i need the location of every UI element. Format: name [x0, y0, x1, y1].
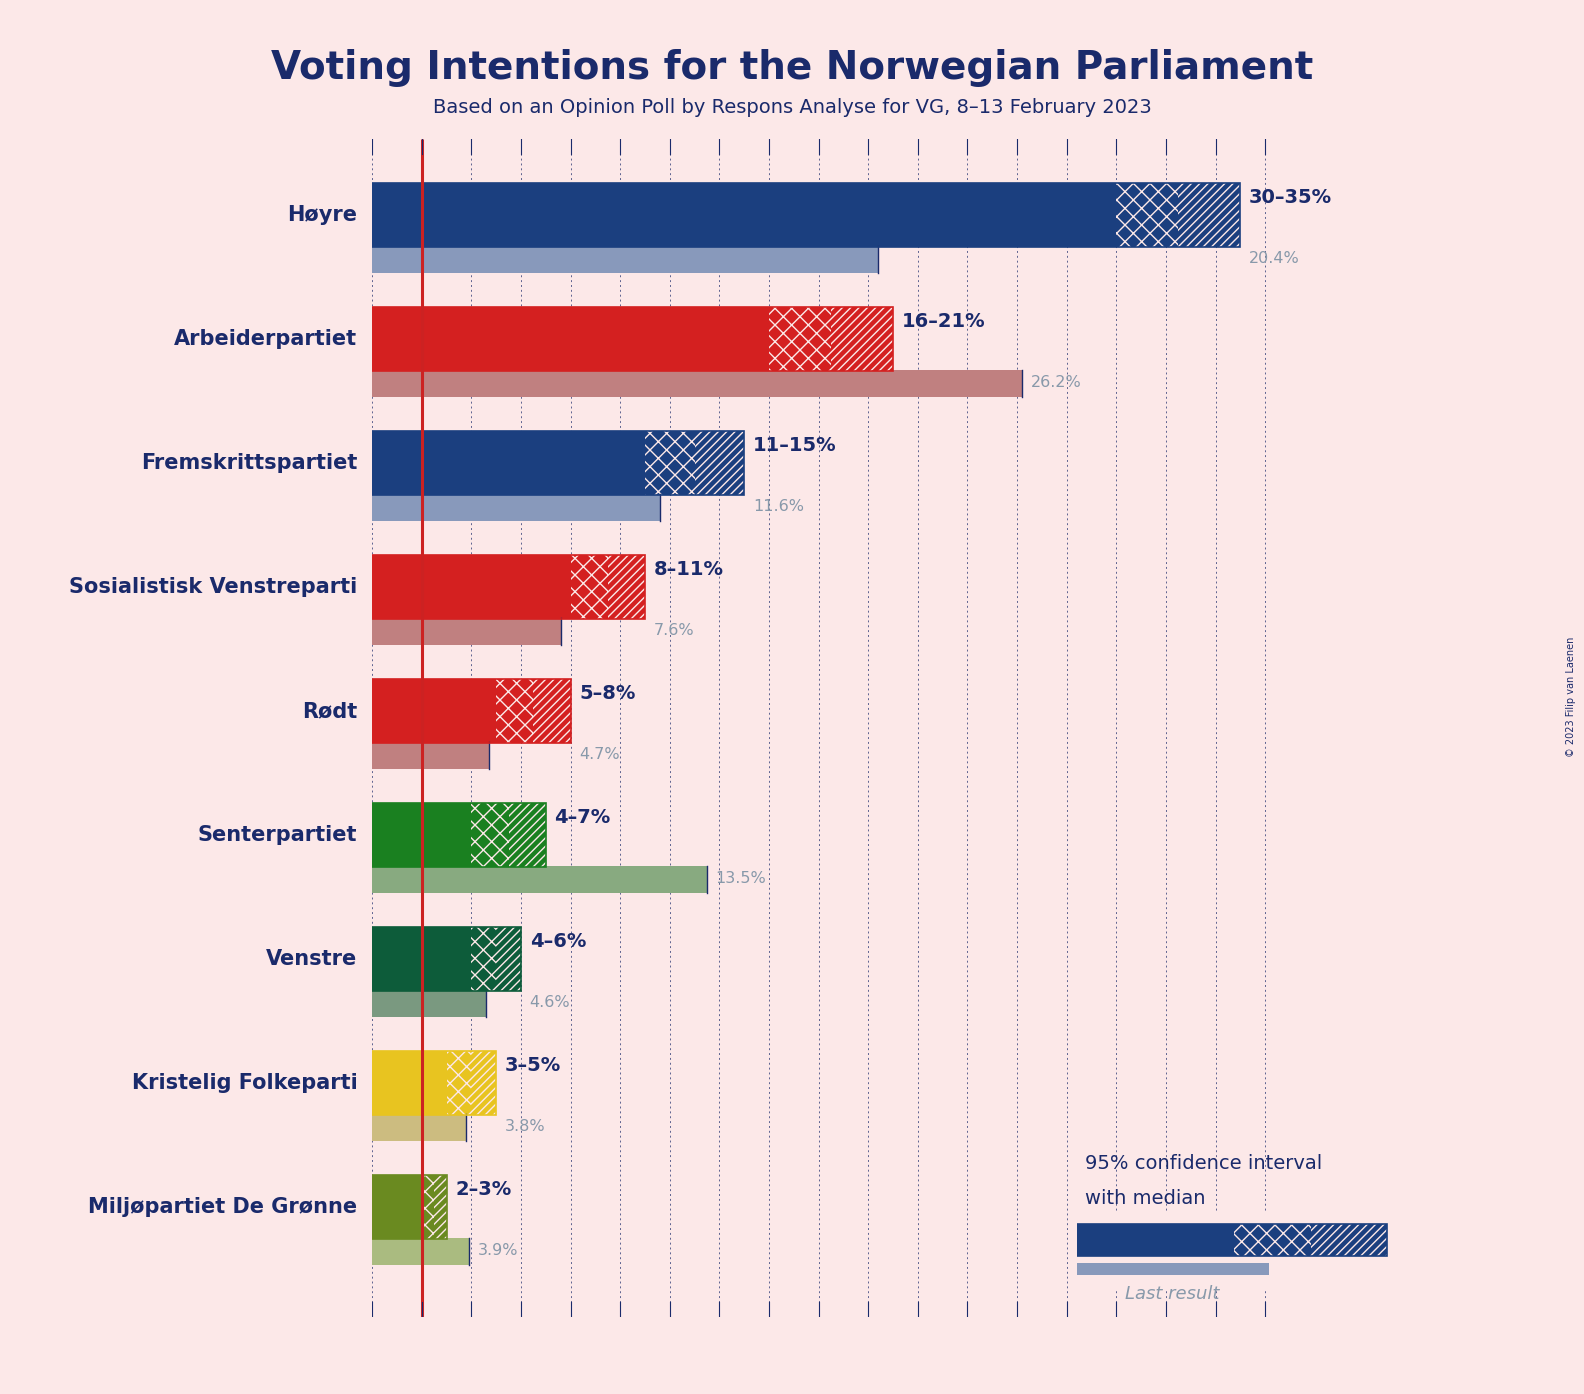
Bar: [1310, 1224, 1388, 1256]
Bar: [472, 927, 496, 991]
Bar: [1077, 1263, 1269, 1276]
Bar: [372, 307, 770, 371]
Text: Voting Intentions for the Norwegian Parliament: Voting Intentions for the Norwegian Parl…: [271, 49, 1313, 86]
Text: Kristelig Folkeparti: Kristelig Folkeparti: [131, 1073, 358, 1093]
Text: 30–35%: 30–35%: [1250, 188, 1332, 208]
Bar: [372, 1238, 469, 1266]
Bar: [372, 493, 661, 521]
Bar: [695, 431, 744, 495]
Text: 16–21%: 16–21%: [901, 312, 985, 332]
Bar: [372, 679, 496, 743]
Text: 7.6%: 7.6%: [654, 623, 694, 638]
Bar: [372, 431, 645, 495]
Text: 26.2%: 26.2%: [1031, 375, 1082, 390]
Bar: [496, 679, 534, 743]
Bar: [770, 307, 832, 371]
Bar: [421, 1175, 434, 1239]
Text: 4.6%: 4.6%: [529, 995, 570, 1009]
Text: 8–11%: 8–11%: [654, 560, 724, 579]
Bar: [472, 1051, 496, 1115]
Bar: [372, 369, 1022, 397]
Bar: [645, 431, 695, 495]
Bar: [372, 803, 472, 867]
Text: 5–8%: 5–8%: [580, 684, 635, 703]
Bar: [508, 803, 546, 867]
Text: 20.4%: 20.4%: [1250, 251, 1300, 266]
Text: © 2023 Filip van Laenen: © 2023 Filip van Laenen: [1567, 637, 1576, 757]
Text: 11–15%: 11–15%: [752, 436, 836, 456]
Bar: [372, 866, 706, 894]
Bar: [570, 555, 608, 619]
Text: Fremskrittspartiet: Fremskrittspartiet: [141, 453, 358, 473]
Bar: [372, 183, 1117, 247]
Text: Sosialistisk Venstreparti: Sosialistisk Venstreparti: [70, 577, 358, 597]
Bar: [372, 1175, 421, 1239]
Bar: [496, 927, 521, 991]
Bar: [1077, 1224, 1234, 1256]
Bar: [534, 679, 570, 743]
Bar: [1178, 183, 1240, 247]
Text: Miljøpartiet De Grønne: Miljøpartiet De Grønne: [89, 1197, 358, 1217]
Text: Rødt: Rødt: [303, 701, 358, 721]
Bar: [372, 618, 561, 645]
Text: 95% confidence interval: 95% confidence interval: [1085, 1154, 1323, 1174]
Bar: [372, 742, 489, 769]
Bar: [472, 803, 508, 867]
Text: Venstre: Venstre: [266, 949, 358, 969]
Text: Senterpartiet: Senterpartiet: [198, 825, 358, 845]
Text: 3.9%: 3.9%: [478, 1243, 518, 1257]
Bar: [372, 1114, 466, 1142]
Text: 3–5%: 3–5%: [505, 1057, 561, 1075]
Text: with median: with median: [1085, 1189, 1205, 1209]
Bar: [434, 1175, 447, 1239]
Text: 4.7%: 4.7%: [580, 747, 619, 763]
Bar: [447, 1051, 472, 1115]
Text: Last result: Last result: [1125, 1285, 1220, 1302]
Text: 3.8%: 3.8%: [505, 1119, 545, 1133]
Bar: [608, 555, 645, 619]
Text: 4–7%: 4–7%: [554, 809, 611, 827]
Text: 11.6%: 11.6%: [752, 499, 805, 514]
Text: Arbeiderpartiet: Arbeiderpartiet: [174, 329, 358, 348]
Bar: [372, 245, 878, 273]
Bar: [832, 307, 893, 371]
Bar: [372, 1051, 447, 1115]
Text: 13.5%: 13.5%: [716, 871, 767, 887]
Text: 2–3%: 2–3%: [455, 1181, 512, 1199]
Text: Based on an Opinion Poll by Respons Analyse for VG, 8–13 February 2023: Based on an Opinion Poll by Respons Anal…: [432, 98, 1152, 117]
Text: 4–6%: 4–6%: [529, 933, 586, 951]
Bar: [372, 990, 486, 1018]
Bar: [372, 555, 570, 619]
Text: Høyre: Høyre: [287, 205, 358, 224]
Bar: [372, 927, 472, 991]
Bar: [1117, 183, 1178, 247]
Bar: [1234, 1224, 1310, 1256]
